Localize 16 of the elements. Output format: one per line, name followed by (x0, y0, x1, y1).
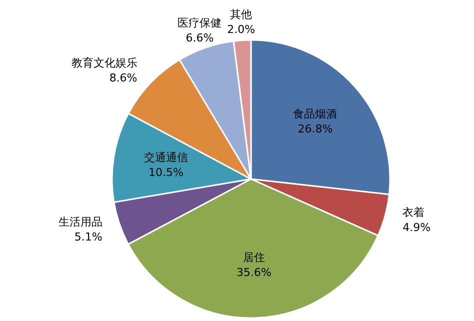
slice-label: 食品烟酒 (293, 108, 338, 121)
slice-label: 交通通信 (144, 151, 188, 164)
slice-label: 衣着 (402, 206, 425, 220)
slice-label: 其他 (230, 8, 252, 22)
slice-label: 居住 (242, 251, 265, 264)
data-label: 2.0% (227, 23, 256, 36)
data-label: 6.6% (186, 32, 214, 45)
data-label: 26.8% (298, 122, 333, 136)
data-label: 4.9% (402, 221, 431, 234)
data-label: 35.6% (236, 266, 272, 280)
slice-label: 医疗保健 (178, 16, 222, 30)
data-label: 10.5% (148, 166, 184, 180)
data-label: 8.6% (109, 72, 138, 85)
slice-label: 生活用品 (58, 216, 102, 229)
data-label: 5.1% (74, 230, 102, 244)
slice-label: 教育文化娱乐 (71, 56, 138, 70)
